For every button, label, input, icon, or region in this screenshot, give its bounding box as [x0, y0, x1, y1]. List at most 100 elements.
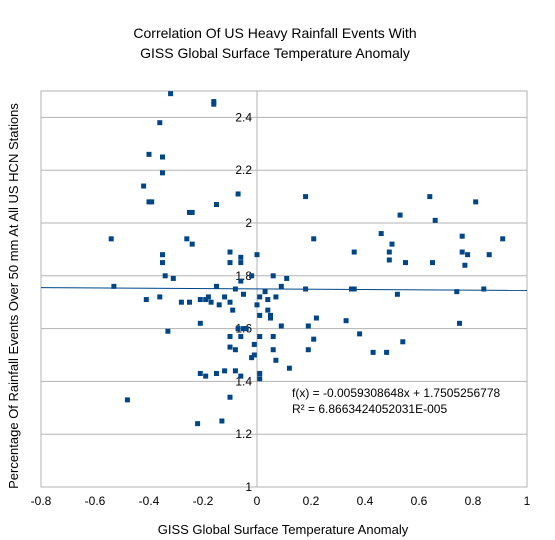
- data-point-98: [370, 349, 376, 355]
- data-point-6: [149, 199, 155, 205]
- data-point-5: [146, 199, 152, 205]
- data-point-13: [157, 294, 163, 300]
- data-point-49: [232, 347, 238, 353]
- data-point-36: [214, 370, 219, 376]
- data-point-24: [195, 421, 201, 427]
- data-point-29: [203, 297, 209, 303]
- data-point-90: [311, 236, 317, 242]
- y-axis-label: Percentage Of Rainfall Events Over 50 mm…: [6, 103, 21, 489]
- data-point-94: [349, 286, 354, 292]
- data-point-2: [124, 397, 130, 403]
- data-point-76: [268, 315, 273, 321]
- data-point-74: [265, 307, 271, 313]
- data-point-116: [465, 252, 471, 258]
- data-point-118: [481, 286, 487, 292]
- x-tick-label-8: 0.8: [465, 494, 482, 508]
- data-point-67: [257, 294, 263, 300]
- data-point-11: [160, 252, 165, 258]
- data-point-53: [238, 254, 244, 260]
- data-point-105: [397, 212, 403, 218]
- data-point-32: [211, 99, 217, 105]
- data-point-56: [238, 334, 244, 340]
- trend-r-squared: R² = 6.8663424052031E-005: [292, 402, 447, 416]
- data-point-3: [141, 183, 147, 189]
- data-point-55: [238, 278, 244, 284]
- data-point-100: [384, 349, 390, 355]
- data-point-82: [278, 283, 284, 289]
- data-point-41: [227, 249, 233, 255]
- data-point-17: [170, 275, 176, 281]
- data-point-104: [394, 291, 400, 297]
- data-point-40: [222, 368, 228, 374]
- data-point-23: [187, 299, 192, 305]
- x-tick-label-1: -0.6: [85, 494, 106, 508]
- data-point-84: [284, 275, 290, 281]
- data-point-31: [208, 299, 214, 305]
- data-point-51: [235, 191, 241, 197]
- data-point-109: [430, 260, 435, 266]
- data-point-4: [146, 151, 152, 157]
- data-point-96: [351, 286, 357, 292]
- data-point-27: [197, 370, 203, 376]
- data-point-78: [270, 334, 276, 340]
- data-point-119: [486, 252, 492, 258]
- data-point-20: [187, 209, 192, 215]
- data-point-106: [400, 339, 406, 345]
- data-point-87: [303, 286, 309, 292]
- data-point-44: [227, 334, 233, 340]
- data-point-66: [254, 302, 260, 308]
- data-point-28: [203, 373, 209, 379]
- data-point-73: [265, 297, 271, 303]
- y-axis-ticks: 11.21.41.61.822.22.4: [235, 110, 252, 494]
- data-point-21: [189, 209, 195, 215]
- data-point-37: [216, 302, 222, 308]
- x-axis-label: GISS Global Surface Temperature Anomaly: [158, 522, 409, 537]
- data-point-107: [403, 260, 408, 266]
- data-point-62: [249, 355, 255, 361]
- x-tick-label-5: 0.2: [303, 494, 320, 508]
- data-point-22: [189, 241, 195, 247]
- data-point-89: [305, 347, 311, 353]
- data-point-34: [214, 202, 219, 208]
- data-point-110: [432, 217, 438, 223]
- y-tick-label-2: 1.4: [235, 374, 252, 388]
- x-tick-label-9: 1: [524, 494, 531, 508]
- data-point-43: [227, 299, 233, 305]
- data-point-88: [305, 323, 311, 329]
- data-point-9: [160, 154, 165, 160]
- data-point-38: [219, 418, 225, 424]
- data-point-15: [165, 328, 171, 334]
- data-point-25: [197, 297, 203, 303]
- data-point-108: [427, 194, 433, 200]
- data-point-65: [254, 252, 260, 258]
- x-tick-label-7: 0.6: [411, 494, 428, 508]
- data-point-42: [227, 260, 233, 266]
- data-point-91: [311, 336, 317, 342]
- data-point-64: [251, 341, 257, 347]
- data-point-61: [249, 273, 255, 279]
- data-point-19: [184, 236, 190, 242]
- data-point-95: [351, 249, 357, 255]
- data-point-68: [257, 312, 263, 318]
- data-point-45: [227, 344, 233, 350]
- plot-frame: [40, 90, 528, 488]
- data-point-102: [386, 257, 392, 263]
- data-point-71: [257, 376, 263, 382]
- data-point-99: [378, 231, 384, 237]
- data-point-58: [241, 291, 246, 297]
- x-axis-ticks: -0.8 -0.6 -0.4 -0.2 0 0.2 0.4 0.6 0.8 1: [31, 494, 531, 508]
- data-point-115: [462, 262, 468, 268]
- data-point-117: [473, 199, 479, 205]
- data-point-103: [389, 241, 395, 247]
- data-point-33: [211, 101, 217, 107]
- data-point-48: [232, 286, 238, 292]
- y-tick-label-0: 1: [245, 480, 252, 494]
- data-point-16: [168, 91, 174, 97]
- data-point-59: [241, 326, 246, 332]
- x-tick-label-2: -0.4: [139, 494, 160, 508]
- trend-equation: f(x) = -0.0059308648x + 1.7505256778: [292, 386, 500, 400]
- data-point-26: [197, 320, 203, 326]
- data-point-112: [457, 320, 462, 326]
- data-point-77: [270, 273, 276, 279]
